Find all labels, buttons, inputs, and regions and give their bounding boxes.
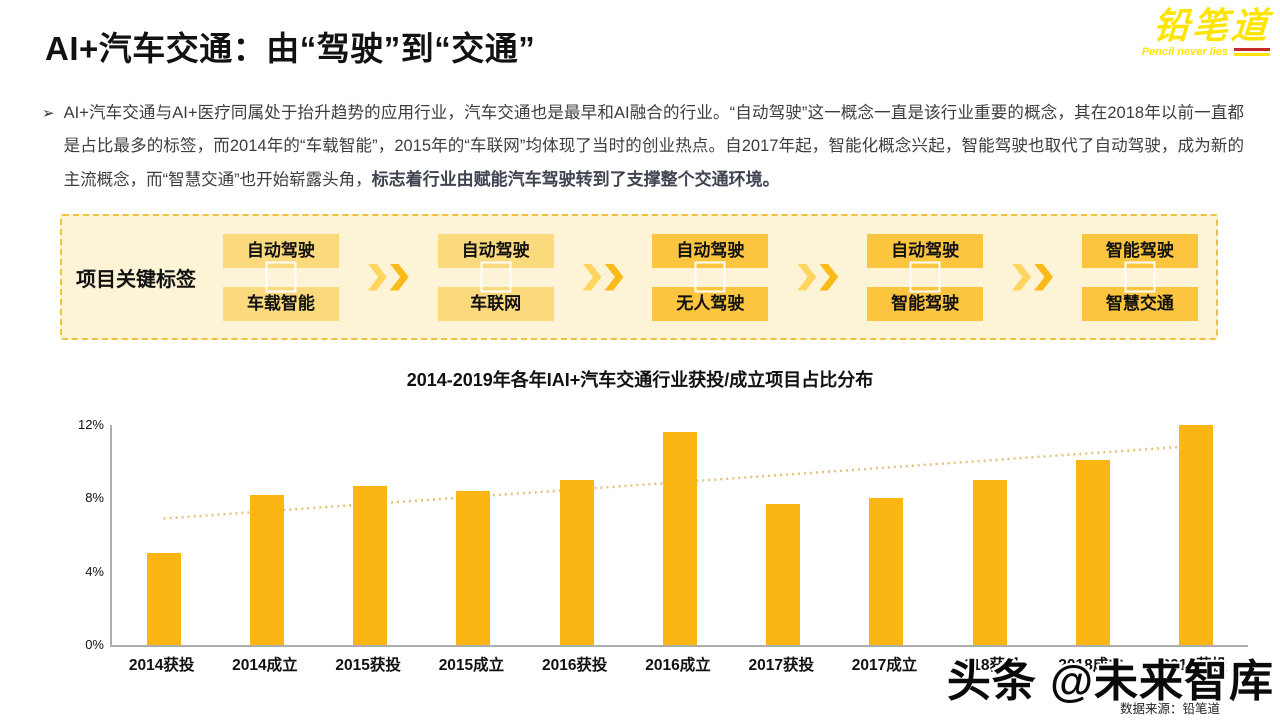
data-source-note: 数据来源：铅笔道 bbox=[1119, 702, 1220, 716]
bar-2017获投 bbox=[766, 503, 801, 645]
x-axis-label: 2014获投 bbox=[128, 657, 195, 674]
tag-group: 自动驾驶 车载智能 bbox=[222, 233, 339, 321]
bullet-arrow-icon: ➢ bbox=[42, 105, 55, 122]
x-axis-label: 2014成立 bbox=[232, 657, 298, 674]
bar-slot bbox=[422, 425, 525, 645]
x-axis-label: 2015成立 bbox=[438, 657, 505, 674]
bar-slot bbox=[525, 425, 628, 645]
connector-square-icon bbox=[694, 261, 726, 293]
bar-slot bbox=[835, 425, 938, 645]
tag-group: 自动驾驶 车联网 bbox=[437, 233, 554, 321]
bar-slot bbox=[215, 425, 318, 645]
x-axis-label: 2017获投 bbox=[748, 657, 814, 674]
bar-slot bbox=[628, 425, 731, 645]
chevron-right-icon bbox=[367, 263, 409, 291]
bar-2014获投 bbox=[146, 553, 181, 645]
chart-bars bbox=[112, 425, 1248, 645]
x-axis-label: 2019获投 bbox=[1161, 657, 1228, 674]
chart-x-axis: 2014获投 2014成立 2015获投 2015成立 2016获投 2016成立 2017… bbox=[110, 653, 1246, 675]
brand-logo: 铅笔道 Pencil never lies bbox=[1141, 5, 1272, 58]
tag-group: 自动驾驶 智能驾驶 bbox=[867, 233, 984, 321]
chart-y-axis: 0% 4% 8% 12% bbox=[56, 417, 104, 652]
brand-logo-lines bbox=[1234, 48, 1270, 56]
bar-slot bbox=[732, 425, 835, 645]
bar-2015成立 bbox=[456, 491, 491, 645]
tag-group: 智能驾驶 智慧交通 bbox=[1081, 233, 1198, 321]
intro-paragraph-text: AI+汽车交通与AI+医疗同属处于抬升趋势的应用行业，汽车交通也是最早和AI融合… bbox=[64, 97, 1244, 197]
chevron-right-icon bbox=[1012, 263, 1053, 291]
bar-slot bbox=[938, 425, 1041, 645]
intro-text-normal: AI+汽车交通与AI+医疗同属处于抬升趋势的应用行业，汽车交通也是最早和AI融合… bbox=[63, 104, 1244, 189]
x-axis-label: 2016获投 bbox=[541, 657, 608, 674]
watermark-text: 头条 @未来智库 bbox=[946, 657, 1274, 706]
bar-2014成立 bbox=[249, 494, 284, 645]
bar-slot bbox=[1145, 425, 1248, 645]
brand-tagline: Pencil never lies bbox=[1141, 46, 1228, 58]
connector-square-icon bbox=[265, 261, 297, 293]
chart-plot-area bbox=[110, 425, 1248, 647]
bar-2019获投 bbox=[1179, 425, 1214, 645]
bar-slot bbox=[319, 425, 422, 645]
brand-logo-text: 铅笔道 bbox=[1151, 5, 1272, 46]
page-title: AI+汽车交通：由“驾驶”到“交通” bbox=[45, 30, 536, 67]
bar-2016获投 bbox=[559, 480, 594, 645]
intro-text-emphasis: 标志着行业由赋能汽车驾驶转到了支撑整个交通环境。 bbox=[371, 170, 780, 189]
x-axis-label: 2015获投 bbox=[335, 657, 401, 674]
bar-2018获投 bbox=[972, 480, 1007, 645]
tag: 车载智能 bbox=[222, 286, 339, 321]
bar-slot bbox=[1041, 425, 1144, 645]
bar-2016成立 bbox=[662, 432, 697, 645]
x-axis-label: 2018获投 bbox=[955, 657, 1021, 674]
x-axis-label: 2018成立 bbox=[1058, 657, 1124, 674]
key-tags-panel: 项目关键标签 自动驾驶 车载智能 自动驾驶 车联网 自动驾驶 无人驾驶 自动驾驶 智能驾驶 智能… bbox=[60, 214, 1218, 340]
x-axis-label: 2016成立 bbox=[645, 657, 711, 674]
bar-slot bbox=[112, 425, 215, 645]
connector-square-icon bbox=[909, 261, 941, 293]
chevron-right-icon bbox=[797, 263, 839, 291]
x-axis-label: 2017成立 bbox=[851, 657, 918, 674]
tag-group: 自动驾驶 无人驾驶 bbox=[652, 233, 769, 321]
chart-title: 2014-2019年各年IAI+汽车交通行业获投/成立项目占比分布 bbox=[406, 370, 874, 390]
connector-square-icon bbox=[1124, 261, 1156, 293]
bar-2017成立 bbox=[869, 498, 904, 645]
bar-2015获投 bbox=[353, 485, 388, 645]
key-tags-panel-label: 项目关键标签 bbox=[76, 268, 196, 291]
chevron-right-icon bbox=[582, 263, 624, 291]
connector-square-icon bbox=[480, 261, 512, 293]
y-axis-label: 0% bbox=[85, 637, 104, 652]
y-axis-label: 12% bbox=[77, 417, 104, 432]
tag: 智能驾驶 bbox=[1081, 233, 1198, 268]
y-axis-label: 8% bbox=[85, 490, 104, 506]
bar-2018成立 bbox=[1076, 459, 1111, 645]
y-axis-label: 4% bbox=[85, 563, 104, 579]
intro-paragraph: ➢ AI+汽车交通与AI+医疗同属处于抬升趋势的应用行业，汽车交通也是最早和AI… bbox=[42, 97, 1244, 197]
